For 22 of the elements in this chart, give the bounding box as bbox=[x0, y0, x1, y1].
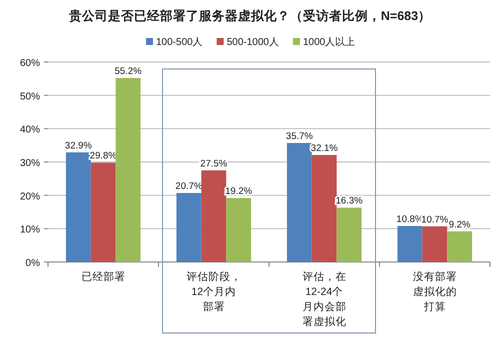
data-label: 20.7% bbox=[175, 181, 203, 192]
y-tick-label: 20% bbox=[20, 191, 40, 202]
y-tick-label: 40% bbox=[20, 124, 40, 136]
y-tick-label: 10% bbox=[20, 224, 40, 236]
data-label: 10.7% bbox=[421, 214, 449, 226]
legend-label: 100-500人 bbox=[156, 37, 203, 48]
x-tick-label: 评估阶段，12个月内部署 bbox=[186, 271, 242, 313]
y-tick-label: 50% bbox=[20, 91, 40, 102]
data-label: 27.5% bbox=[200, 158, 228, 170]
x-tick-label: 评估，在12-24个月内会部署虚拟化 bbox=[302, 271, 346, 328]
x-tick-label: 没有部署虚拟化的打算 bbox=[412, 270, 457, 313]
y-tick-label: 30% bbox=[20, 158, 40, 169]
x-tick-label: 已经部署 bbox=[81, 270, 126, 283]
legend-label: 500-1000人 bbox=[226, 37, 279, 48]
chart-title: 贵公司是否已经部署了服务器虚拟化？（受访者比例，N=683） bbox=[68, 8, 432, 23]
data-label: 32.9% bbox=[64, 140, 92, 152]
data-label: 9.2% bbox=[448, 219, 471, 230]
legend-label: 1000人以上 bbox=[302, 36, 356, 48]
data-label: 55.2% bbox=[114, 66, 142, 77]
data-label: 35.7% bbox=[286, 131, 314, 142]
y-tick-label: 0% bbox=[26, 258, 40, 269]
y-tick-label: 60% bbox=[20, 58, 40, 69]
